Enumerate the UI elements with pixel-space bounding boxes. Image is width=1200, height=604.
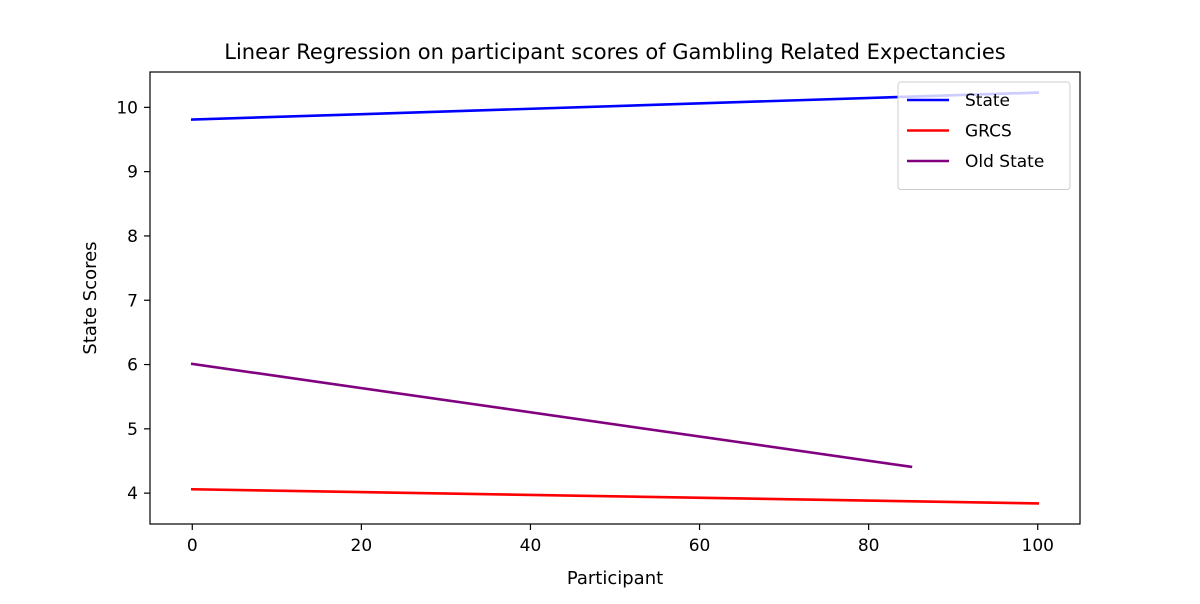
x-tick-label: 0 bbox=[187, 536, 198, 556]
x-axis-label: Participant bbox=[567, 568, 663, 589]
series-line-grcs bbox=[190, 487, 1040, 505]
series-line-state bbox=[190, 91, 1040, 121]
y-tick-label: 7 bbox=[127, 291, 138, 311]
x-tick-label: 80 bbox=[858, 536, 880, 556]
y-tick-label: 6 bbox=[127, 356, 138, 376]
y-tick-label: 5 bbox=[127, 420, 138, 440]
legend: State GRCS Old State bbox=[897, 81, 1071, 190]
plot-frame bbox=[149, 71, 1081, 525]
y-tick-label: 10 bbox=[116, 98, 138, 118]
x-tick-label: 40 bbox=[520, 536, 542, 556]
x-tick-label: 20 bbox=[351, 536, 373, 556]
chart-title: Linear Regression on participant scores … bbox=[224, 40, 1005, 64]
legend-label: GRCS bbox=[965, 122, 1012, 142]
y-tick-label: 9 bbox=[127, 163, 138, 183]
legend-label: Old State bbox=[965, 152, 1044, 172]
y-tick-label: 4 bbox=[127, 484, 138, 504]
legend-frame bbox=[897, 81, 1071, 190]
y-axis-label: State Scores bbox=[80, 241, 101, 354]
x-tick-label: 60 bbox=[689, 536, 711, 556]
x-tick-label: 100 bbox=[1022, 536, 1054, 556]
y-tick-label: 8 bbox=[127, 227, 138, 247]
series-line-old-state bbox=[190, 362, 913, 469]
legend-label: State bbox=[965, 91, 1010, 111]
